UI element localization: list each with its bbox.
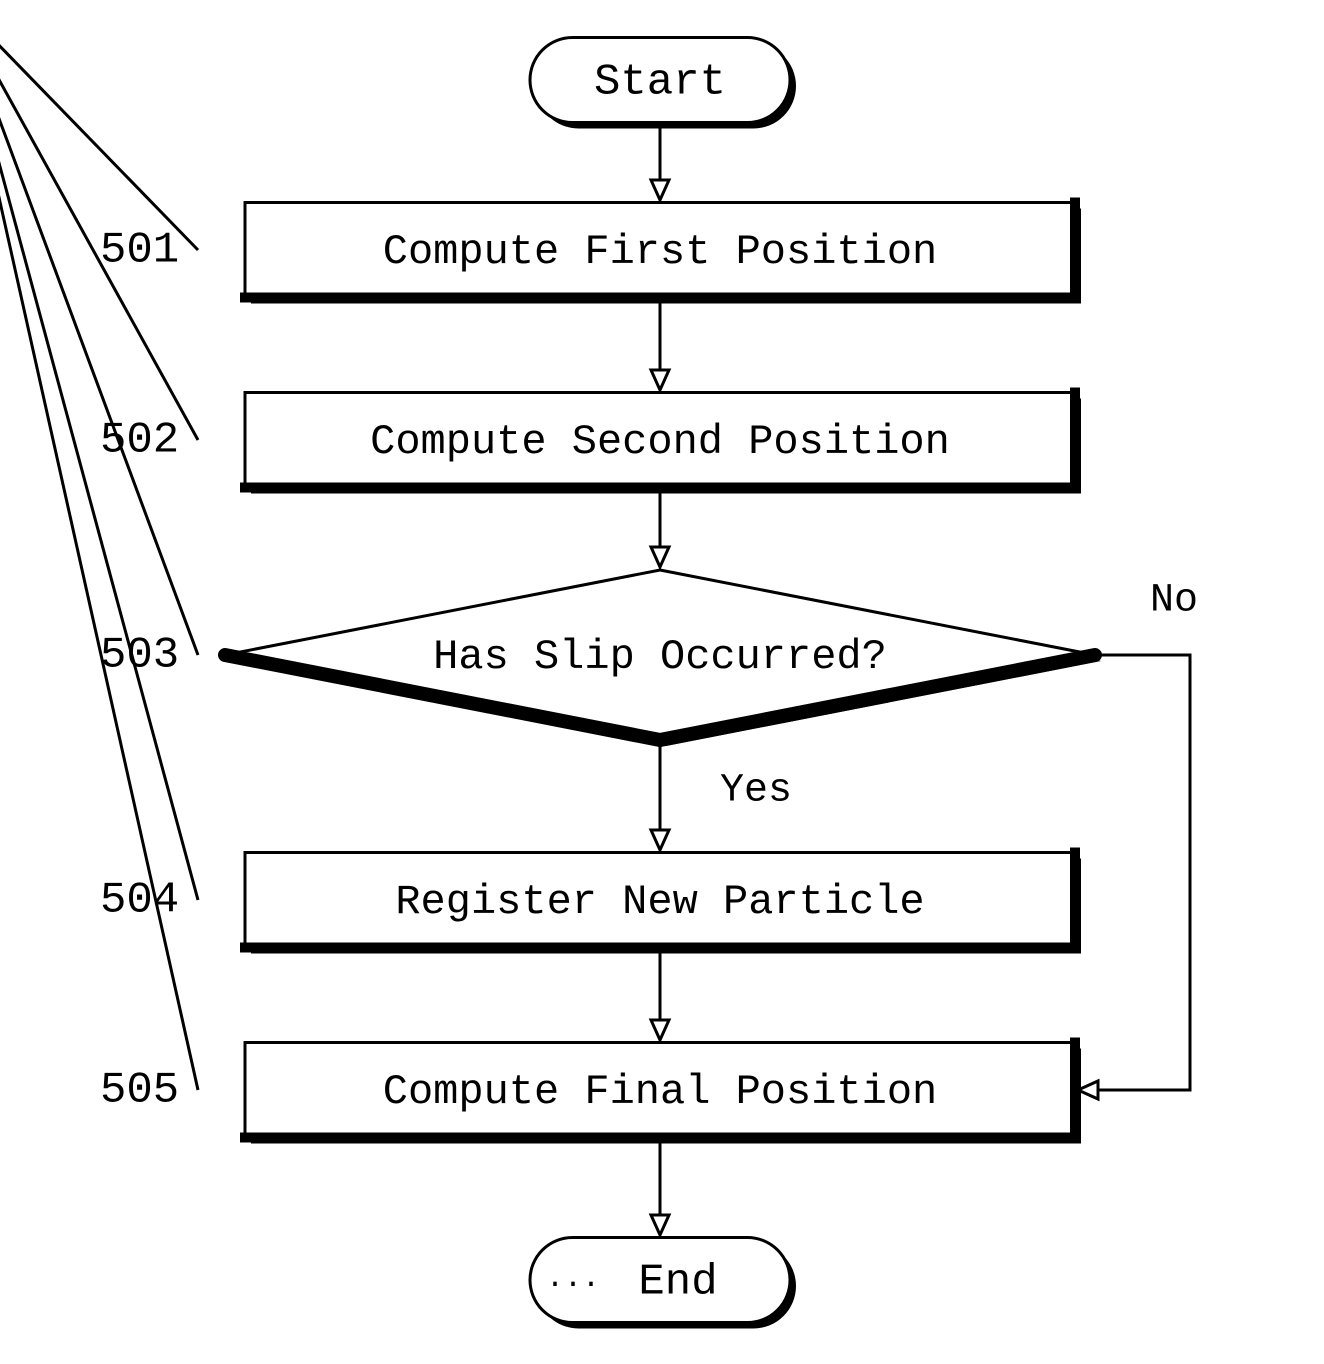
edge-502-to-503-arrow <box>651 547 669 567</box>
edge-503-no-505 <box>1078 655 1190 1090</box>
id-label-503-tilde <box>0 0 198 655</box>
process-box-504-label: Register New Particle <box>395 878 924 926</box>
edge-501-to-502-arrow <box>651 370 669 390</box>
terminal-start-label: Start <box>594 58 726 108</box>
id-label-501: 501 <box>100 226 179 276</box>
id-label-505-tilde <box>0 0 198 1090</box>
edge-503-yes-504-arrow <box>651 830 669 850</box>
terminal-end-prefix-dots: ··· <box>546 1268 600 1302</box>
edge-503-yes-504-label: Yes <box>720 769 792 814</box>
id-label-501-tilde <box>0 0 198 250</box>
terminal-end-label: End <box>638 1258 717 1308</box>
flowchart-canvas: Start ··· End Compute First Position Compute… <box>0 0 1324 1364</box>
edge-505-to-end-arrow <box>651 1215 669 1235</box>
id-label-503: 503 <box>100 631 179 681</box>
decision-label: Has Slip Occurred? <box>433 633 887 681</box>
id-label-505: 505 <box>100 1066 179 1116</box>
process-box-501-label: Compute First Position <box>383 228 938 276</box>
edge-503-no-505-label: No <box>1150 579 1198 624</box>
process-box-505-label: Compute Final Position <box>383 1068 938 1116</box>
id-label-504: 504 <box>100 876 179 926</box>
edge-504-to-505-arrow <box>651 1020 669 1040</box>
edge-start-to-501-arrow <box>651 180 669 200</box>
process-box-502-label: Compute Second Position <box>370 418 950 466</box>
